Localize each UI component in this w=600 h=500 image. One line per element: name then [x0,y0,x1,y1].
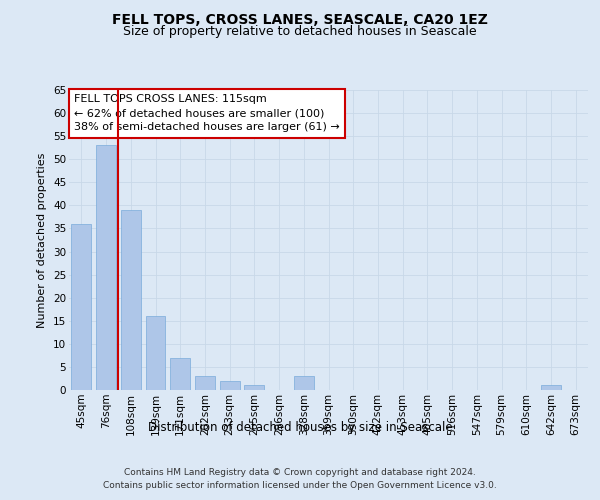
Bar [146,316,166,390]
Bar [541,386,561,390]
Bar [294,376,314,390]
Text: FELL TOPS CROSS LANES: 115sqm
← 62% of detached houses are smaller (100)
38% of : FELL TOPS CROSS LANES: 115sqm ← 62% of d… [74,94,340,132]
Bar [195,376,215,390]
Text: Contains HM Land Registry data © Crown copyright and database right 2024.: Contains HM Land Registry data © Crown c… [124,468,476,477]
Text: Distribution of detached houses by size in Seascale: Distribution of detached houses by size … [148,421,452,434]
Bar [71,224,91,390]
Y-axis label: Number of detached properties: Number of detached properties [37,152,47,328]
Text: FELL TOPS, CROSS LANES, SEASCALE, CA20 1EZ: FELL TOPS, CROSS LANES, SEASCALE, CA20 1… [112,12,488,26]
Bar [121,210,140,390]
Text: Contains public sector information licensed under the Open Government Licence v3: Contains public sector information licen… [103,480,497,490]
Bar [220,381,239,390]
Bar [96,146,116,390]
Bar [244,386,264,390]
Text: Size of property relative to detached houses in Seascale: Size of property relative to detached ho… [123,25,477,38]
Bar [170,358,190,390]
